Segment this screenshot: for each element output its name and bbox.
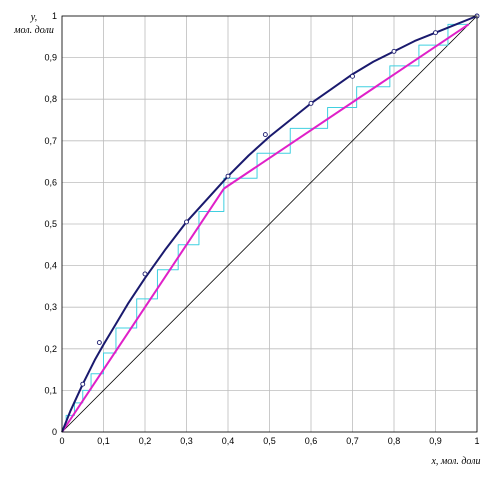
data-point: [225, 173, 231, 179]
x-tick-label: 0,7: [346, 436, 359, 446]
x-axis-label: x, мол. доли: [430, 456, 480, 467]
operating-line-layer: [61, 23, 470, 433]
plot-frame: [61, 15, 478, 433]
data-point: [391, 48, 397, 54]
y-tick-label: 0,4: [44, 261, 57, 271]
y-tick-label: 0,1: [44, 385, 57, 395]
x-tick-label: 0,1: [97, 436, 110, 446]
x-tick-label: 0,8: [388, 436, 401, 446]
x-tick-labels: 0 0,1 0,2 0,3 0,4 0,5 0,6 0,7 0,8 0,9 1: [59, 436, 479, 446]
data-point: [96, 340, 102, 346]
y-tick-label: 0,5: [44, 219, 57, 229]
y-tick-label: 0,6: [44, 177, 57, 187]
data-point: [142, 271, 148, 277]
y-tick-label: 0,9: [44, 53, 57, 63]
data-point: [262, 132, 268, 138]
x-tick-label: 0,2: [139, 436, 152, 446]
y-tick-labels: 0 0,1 0,2 0,3 0,4 0,5 0,6 0,7 0,8 0,9 1: [44, 11, 57, 437]
x-tick-label: 0,4: [222, 436, 235, 446]
steps-line: [65, 23, 469, 424]
y-tick-label: 0,7: [44, 136, 57, 146]
data-point: [433, 30, 438, 36]
steps-layer: [65, 23, 469, 424]
y-tick-label: 1: [52, 11, 57, 21]
equilibrium-line: [61, 15, 478, 433]
operating-rectifying-line: [223, 23, 470, 190]
x-tick-label: 0,5: [263, 436, 276, 446]
y-axis-label-line2: мол. доли: [13, 25, 54, 36]
y-axis-label-line1: y,: [30, 12, 37, 23]
y-tick-label: 0: [52, 427, 57, 437]
x-tick-label: 0: [59, 436, 64, 446]
data-point: [80, 381, 86, 387]
x-tick-label: 0,6: [305, 436, 318, 446]
y-tick-label: 0,3: [44, 302, 57, 312]
data-point: [184, 219, 189, 225]
x-tick-label: 1: [474, 436, 479, 446]
experimental-points-layer: [80, 13, 480, 387]
diagonal-line: [61, 15, 478, 433]
data-point: [350, 73, 355, 79]
y-tick-label: 0,8: [44, 94, 57, 104]
x-tick-label: 0,3: [180, 436, 193, 446]
equilibrium-curve-layer: [61, 15, 478, 433]
operating-stripping-line: [61, 188, 225, 433]
diagonal-layer: [61, 15, 478, 433]
data-point: [308, 100, 314, 106]
y-tick-label: 0,2: [44, 344, 57, 354]
x-tick-label: 0,9: [429, 436, 442, 446]
